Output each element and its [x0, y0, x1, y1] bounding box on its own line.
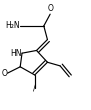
Text: H₂N: H₂N [6, 21, 20, 30]
Text: O: O [2, 69, 7, 78]
Text: O: O [47, 4, 53, 13]
Text: HN: HN [11, 49, 22, 58]
Text: /: / [33, 83, 36, 92]
